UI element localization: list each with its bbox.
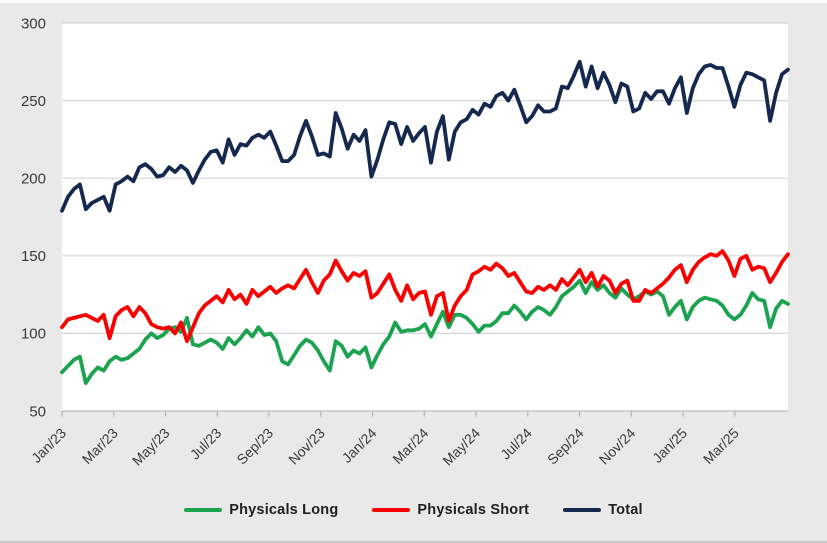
series-line-physicals-short[interactable] xyxy=(60,249,790,344)
legend-label: Total xyxy=(608,502,643,518)
x-tick-label: Nov/23 xyxy=(285,425,328,468)
legend-label: Physicals Long xyxy=(229,502,339,518)
y-tick-label: 300 xyxy=(21,15,46,32)
chart-legend: Physicals Long Physicals Short Total xyxy=(0,502,827,518)
top-border-strip xyxy=(0,0,827,3)
x-tick-label: Sep/24 xyxy=(544,425,587,468)
legend-item-total[interactable]: Total xyxy=(563,502,643,518)
y-tick-label: 200 xyxy=(21,170,46,187)
legend-swatch-line xyxy=(563,507,602,513)
plot-area xyxy=(62,23,788,411)
y-tick-label: 50 xyxy=(29,403,46,420)
legend-item-physicals-long[interactable]: Physicals Long xyxy=(184,502,338,518)
bottom-border-strip xyxy=(0,541,827,543)
x-tick-label: May/23 xyxy=(129,425,173,469)
series-line-total[interactable] xyxy=(60,59,790,213)
x-tick-label: Jan/25 xyxy=(649,425,690,466)
legend-item-physicals-short[interactable]: Physicals Short xyxy=(372,502,529,518)
x-tick-label: Sep/23 xyxy=(233,425,276,468)
x-tick-label: Jan/23 xyxy=(28,425,69,466)
x-tick-label: Mar/23 xyxy=(79,425,121,467)
legend-label: Physicals Short xyxy=(417,502,530,518)
x-tick-label: Jan/24 xyxy=(339,425,380,466)
y-tick-label: 150 xyxy=(21,248,46,265)
x-tick-label: Mar/24 xyxy=(389,425,431,467)
y-tick-label: 250 xyxy=(21,93,46,110)
x-tick-label: Jul/23 xyxy=(187,425,225,463)
y-tick-label: 100 xyxy=(21,326,46,343)
x-tick-label: Mar/25 xyxy=(700,425,742,467)
x-tick-label: Nov/24 xyxy=(596,425,639,468)
legend-swatch-line xyxy=(184,507,223,513)
x-tick-label: May/24 xyxy=(439,425,483,469)
x-tick-label: Jul/24 xyxy=(497,425,535,463)
legend-swatch-line xyxy=(372,507,411,513)
